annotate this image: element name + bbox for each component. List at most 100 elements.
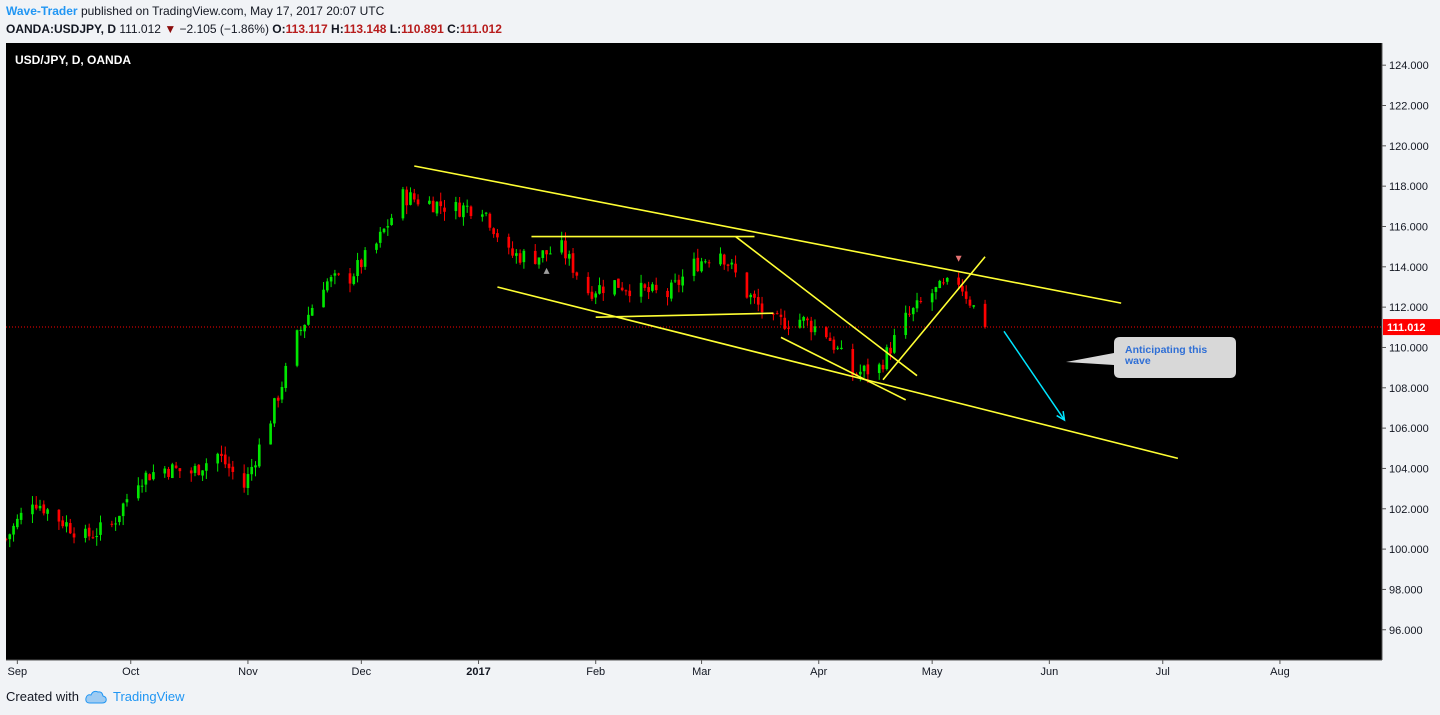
candle-body <box>719 253 722 265</box>
candle-body <box>545 250 548 255</box>
chart-container[interactable]: 124.000 122.000 120.000 118.000 116.000 114.0… <box>4 43 1440 685</box>
candle-body <box>590 291 594 299</box>
candle-body <box>893 335 896 353</box>
candle-body <box>824 327 828 338</box>
price-chart[interactable]: 124.000 122.000 120.000 118.000 116.000 114.0… <box>4 43 1440 685</box>
candle-body <box>806 318 809 321</box>
price-change: −2.105 (−1.86%) <box>179 22 269 36</box>
candle-body <box>87 527 91 537</box>
trendline-wedge-upper <box>735 235 918 377</box>
x-tick-label: Oct <box>122 666 139 678</box>
candle-body <box>813 326 817 333</box>
callout-bubble <box>1066 337 1236 378</box>
author-link[interactable]: Wave-Trader <box>6 4 78 18</box>
candle-body <box>378 231 382 243</box>
candle-body <box>72 533 76 538</box>
candle-body <box>598 285 601 294</box>
candle-body <box>469 206 473 217</box>
candle-body <box>443 207 446 212</box>
candle-body <box>707 262 711 264</box>
candle-body <box>772 313 775 315</box>
candle-body <box>295 330 299 366</box>
candle-body <box>174 465 178 468</box>
candle-body <box>704 261 707 263</box>
candle-body <box>601 286 605 294</box>
candle-body <box>152 472 155 480</box>
candle-body <box>140 485 144 487</box>
candle-body <box>405 189 409 206</box>
candle-body <box>325 281 329 291</box>
candle-body <box>496 233 499 238</box>
candle-body <box>299 329 303 331</box>
candle-body <box>84 528 87 538</box>
candle-body <box>507 236 511 248</box>
x-tick-label: 2017 <box>466 666 490 678</box>
tradingview-cloud-icon <box>85 690 107 703</box>
y-tick-label: 112.000 <box>1389 302 1428 314</box>
candle-body <box>673 280 677 282</box>
x-tick-label: Apr <box>810 666 827 678</box>
down-triangle-marker <box>955 255 962 262</box>
candle-body <box>681 276 684 286</box>
candle-body <box>930 293 934 303</box>
candle-body <box>307 314 310 325</box>
candle-body <box>851 348 855 376</box>
candle-body <box>624 290 628 292</box>
candle-body <box>16 518 19 528</box>
candle-body <box>220 453 223 457</box>
candle-body <box>254 465 257 468</box>
candle-body <box>877 364 881 373</box>
candle-body <box>533 250 537 264</box>
open-label: O: <box>272 22 286 36</box>
candle-body <box>730 262 734 265</box>
tradingview-link[interactable]: TradingView <box>112 689 185 704</box>
symbol-label: OANDA:USDJPY, D <box>6 22 117 36</box>
candle-body <box>276 397 280 401</box>
candle-body <box>61 520 65 527</box>
candle-body <box>571 253 575 273</box>
candle-body <box>885 347 889 370</box>
candle-body <box>428 200 431 204</box>
candle-body <box>322 289 325 308</box>
up-triangle-marker <box>543 267 550 274</box>
candle-body <box>919 301 923 303</box>
candle-body <box>749 294 753 298</box>
candle-body <box>416 199 420 205</box>
candle-body <box>700 261 703 272</box>
candle-body <box>439 201 443 207</box>
candle-body <box>654 284 658 291</box>
candle-body <box>38 505 42 509</box>
trendline-upper-channel <box>414 165 1122 304</box>
candle-body <box>511 248 514 256</box>
x-tick-label: Jun <box>1040 666 1058 678</box>
high-label: H: <box>331 22 344 36</box>
candle-body <box>431 200 435 213</box>
x-tick-label: Dec <box>352 666 372 678</box>
candle-body <box>231 466 235 472</box>
candle-body <box>303 324 306 332</box>
candle-body <box>620 287 624 291</box>
candle-body <box>836 347 839 349</box>
trendline-breakout <box>882 256 986 381</box>
candle-body <box>360 259 363 268</box>
y-tick-label: 124.000 <box>1389 60 1429 72</box>
candle-body <box>246 474 250 489</box>
y-tick-label: 104.000 <box>1389 463 1429 475</box>
candle-body <box>911 308 915 315</box>
y-tick-label: 108.000 <box>1389 383 1429 395</box>
candle-body <box>522 250 526 263</box>
candle-body <box>722 254 726 265</box>
x-tick-label: Sep <box>8 666 28 678</box>
open-value: 113.117 <box>285 22 328 36</box>
y-tick-label: 120.000 <box>1389 141 1429 153</box>
candle-body <box>643 284 647 288</box>
candle-body <box>677 279 681 285</box>
candle-body <box>945 277 949 282</box>
candle-body <box>908 313 911 315</box>
candle-body <box>227 463 231 469</box>
candle-body <box>647 287 650 293</box>
candle-body <box>787 327 790 329</box>
candle-body <box>484 212 488 214</box>
candle-body <box>280 387 284 400</box>
candle-body <box>798 319 802 328</box>
